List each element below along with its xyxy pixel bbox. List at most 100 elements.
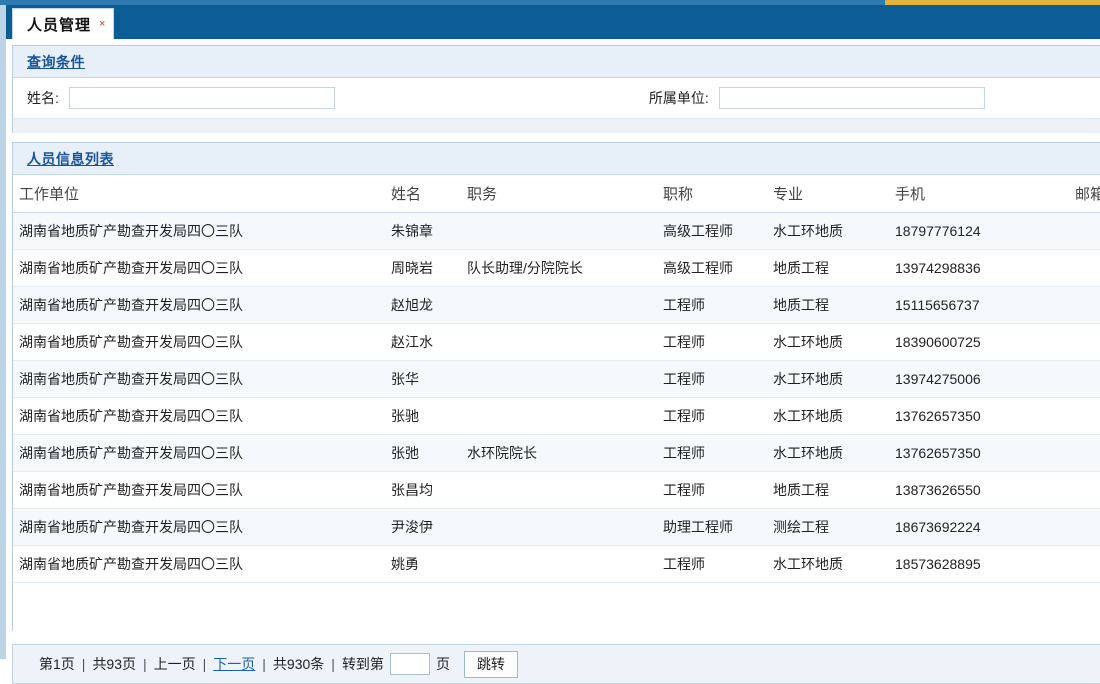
goto-suffix-label: 页	[435, 656, 450, 672]
cell-name: 张昌均	[385, 471, 461, 509]
cell-post	[461, 471, 657, 509]
cell-mail	[1069, 286, 1100, 324]
column-header-mail[interactable]: 邮箱	[1069, 175, 1100, 213]
cell-mail	[1069, 397, 1100, 435]
cell-major: 地质工程	[767, 249, 889, 287]
cell-title: 高级工程师	[657, 212, 767, 250]
cell-title: 工程师	[657, 360, 767, 398]
next-page-link[interactable]: 下一页	[213, 656, 256, 672]
cell-name: 尹浚伊	[385, 508, 461, 546]
cell-mail	[1069, 249, 1100, 287]
cell-post	[461, 545, 657, 583]
table-row[interactable]: 湖南省地质矿产勘查开发局四〇三队 姚勇 工程师 水工环地质 18573628895	[13, 545, 1100, 583]
cell-unit: 湖南省地质矿产勘查开发局四〇三队	[13, 434, 385, 472]
table-row[interactable]: 湖南省地质矿产勘查开发局四〇三队 周晓岩 队长助理/分院院长 高级工程师 地质工程 139…	[13, 249, 1100, 287]
unit-input[interactable]	[718, 87, 985, 109]
cell-name: 张驰	[385, 397, 461, 435]
cell-phone: 13974298836	[889, 249, 1069, 287]
cell-phone: 18673692224	[889, 508, 1069, 546]
column-header-post[interactable]: 职务	[461, 175, 657, 213]
pager-separator-4: |	[262, 656, 266, 672]
cell-name: 朱锦章	[385, 212, 461, 250]
cell-mail: 654	[1069, 434, 1100, 472]
cell-phone: 13974275006	[889, 360, 1069, 398]
tab-bar: 人员管理 ×	[0, 5, 1100, 39]
current-page-label: 第1页	[39, 656, 75, 672]
pager-separator-2: |	[143, 656, 147, 672]
query-conditions-panel: 查询条件 姓名: 所属单位:	[12, 45, 1100, 133]
query-panel-footer	[13, 118, 1100, 133]
cell-major: 水工环地质	[767, 360, 889, 398]
cell-title: 高级工程师	[657, 249, 767, 287]
cell-major: 水工环地质	[767, 434, 889, 472]
table-row[interactable]: 湖南省地质矿产勘查开发局四〇三队 张弛 水环院院长 工程师 水工环地质 137626573…	[13, 434, 1100, 472]
pager-separator-3: |	[202, 656, 207, 672]
goto-page-input[interactable]	[389, 653, 430, 675]
cell-unit: 湖南省地质矿产勘查开发局四〇三队	[13, 286, 385, 324]
cell-unit: 湖南省地质矿产勘查开发局四〇三队	[13, 212, 385, 250]
table-row[interactable]: 湖南省地质矿产勘查开发局四〇三队 朱锦章 高级工程师 水工环地质 18797776124	[13, 212, 1100, 250]
table-scroll-container[interactable]: 工作单位 姓名 职务 职称 专业 手机 邮箱 湖南省地质矿产勘查开发局四〇三队朱…	[13, 175, 1100, 583]
table-header-row: 工作单位 姓名 职务 职称 专业 手机 邮箱	[13, 175, 1100, 213]
list-panel-header: 人员信息列表	[13, 143, 1100, 175]
column-header-major[interactable]: 专业	[767, 175, 889, 213]
column-header-unit[interactable]: 工作单位	[13, 175, 385, 213]
cell-phone: 18573628895	[889, 545, 1069, 583]
goto-prefix-label: 转到第	[341, 656, 384, 672]
cell-major: 水工环地质	[767, 397, 889, 435]
cell-name: 赵江水	[385, 323, 461, 361]
cell-unit: 湖南省地质矿产勘查开发局四〇三队	[13, 397, 385, 435]
cell-unit: 湖南省地质矿产勘查开发局四〇三队	[13, 545, 385, 583]
cell-name: 张华	[385, 360, 461, 398]
cell-unit: 湖南省地质矿产勘查开发局四〇三队	[13, 249, 385, 287]
cell-title: 工程师	[657, 545, 767, 583]
pagination-bar: 第1页 | 共93页 | 上一页 | 下一页 | 共930条 | 转到第 页 跳…	[12, 644, 1100, 684]
table-row[interactable]: 湖南省地质矿产勘查开发局四〇三队 赵江水 工程师 水工环地质 18390600725	[13, 323, 1100, 361]
jump-button[interactable]: 跳转	[463, 650, 518, 678]
cell-mail	[1069, 212, 1100, 250]
cell-title: 工程师	[657, 397, 767, 435]
cell-unit: 湖南省地质矿产勘查开发局四〇三队	[13, 471, 385, 509]
cell-post	[461, 323, 657, 361]
cell-mail	[1069, 323, 1100, 361]
table-row[interactable]: 湖南省地质矿产勘查开发局四〇三队 尹浚伊 助理工程师 测绘工程 18673692224	[13, 508, 1100, 546]
cell-unit: 湖南省地质矿产勘查开发局四〇三队	[13, 508, 385, 546]
cell-post	[461, 360, 657, 398]
cell-post	[461, 508, 657, 546]
column-header-phone[interactable]: 手机	[889, 175, 1069, 213]
cell-post	[461, 212, 657, 250]
cell-major: 水工环地质	[767, 545, 889, 583]
cell-name: 赵旭龙	[385, 286, 461, 324]
name-field-group: 姓名:	[27, 87, 335, 109]
name-input[interactable]	[68, 87, 335, 109]
cell-major: 水工环地质	[767, 212, 889, 250]
personnel-table: 工作单位 姓名 职务 职称 专业 手机 邮箱 湖南省地质矿产勘查开发局四〇三队朱…	[13, 175, 1100, 583]
table-row[interactable]: 湖南省地质矿产勘查开发局四〇三队 张昌均 工程师 地质工程 13873626550	[13, 471, 1100, 509]
cell-title: 工程师	[657, 471, 767, 509]
total-pages-label: 共93页	[92, 656, 137, 672]
query-panel-header: 查询条件	[13, 46, 1100, 78]
cell-phone: 13873626550	[889, 471, 1069, 509]
cell-title: 助理工程师	[657, 508, 767, 546]
table-row[interactable]: 湖南省地质矿产勘查开发局四〇三队 张华 工程师 水工环地质 13974275006	[13, 360, 1100, 398]
column-header-title[interactable]: 职称	[657, 175, 767, 213]
cell-post	[461, 397, 657, 435]
cell-title: 工程师	[657, 286, 767, 324]
cell-unit: 湖南省地质矿产勘查开发局四〇三队	[13, 323, 385, 361]
table-body: 湖南省地质矿产勘查开发局四〇三队 朱锦章 高级工程师 水工环地质 18797776124…	[13, 212, 1100, 583]
unit-field-label: 所属单位:	[648, 90, 709, 106]
cell-unit: 湖南省地质矿产勘查开发局四〇三队	[13, 360, 385, 398]
cell-phone: 13762657350	[889, 434, 1069, 472]
cell-post	[461, 286, 657, 324]
tab-personnel-management[interactable]: 人员管理 ×	[12, 8, 115, 39]
table-row[interactable]: 湖南省地质矿产勘查开发局四〇三队 赵旭龙 工程师 地质工程 15115656737	[13, 286, 1100, 324]
tab-label: 人员管理	[27, 16, 92, 34]
table-header: 工作单位 姓名 职务 职称 专业 手机 邮箱	[13, 175, 1100, 213]
column-header-name[interactable]: 姓名	[385, 175, 461, 213]
name-field-label: 姓名:	[27, 90, 59, 106]
prev-page-label: 上一页	[153, 656, 196, 672]
close-icon[interactable]: ×	[99, 17, 106, 30]
table-row[interactable]: 湖南省地质矿产勘查开发局四〇三队 张驰 工程师 水工环地质 13762657350	[13, 397, 1100, 435]
cell-mail	[1069, 360, 1100, 398]
